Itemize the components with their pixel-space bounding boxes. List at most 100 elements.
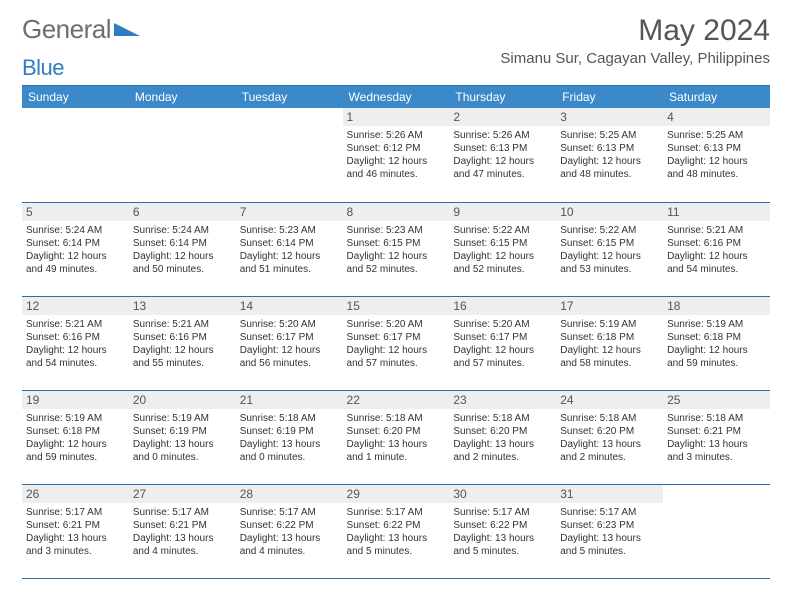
day-cell: 26 Sunrise: 5:17 AMSunset: 6:21 PMDayligh…	[22, 484, 129, 578]
weekday-header: Friday	[556, 86, 663, 109]
day-number: 19	[22, 391, 129, 409]
location-subtitle: Simanu Sur, Cagayan Valley, Philippines	[500, 50, 770, 67]
day-number: 11	[663, 203, 770, 221]
day-cell: 13 Sunrise: 5:21 AMSunset: 6:16 PMDayligh…	[129, 296, 236, 390]
day-details: Sunrise: 5:24 AMSunset: 6:14 PMDaylight:…	[133, 224, 232, 276]
day-cell: 11Sunrise: 5:21 AMSunset: 6:16 PMDayligh…	[663, 202, 770, 296]
day-details: Sunrise: 5:23 AMSunset: 6:14 PMDaylight:…	[240, 224, 339, 276]
weekday-header: Tuesday	[236, 86, 343, 109]
day-details: Sunrise: 5:23 AMSunset: 6:15 PMDaylight:…	[347, 224, 446, 276]
day-number: 5	[22, 203, 129, 221]
day-details: Sunrise: 5:17 AMSunset: 6:22 PMDaylight:…	[240, 506, 339, 558]
day-details: Sunrise: 5:24 AMSunset: 6:14 PMDaylight:…	[26, 224, 125, 276]
day-cell: 1 Sunrise: 5:26 AMSunset: 6:12 PMDaylight…	[343, 108, 450, 202]
brand-logo: General Blue	[22, 14, 140, 81]
weekday-header: Wednesday	[343, 86, 450, 109]
day-details: Sunrise: 5:20 AMSunset: 6:17 PMDaylight:…	[240, 318, 339, 370]
day-number: 26	[22, 485, 129, 503]
day-cell: 5 Sunrise: 5:24 AMSunset: 6:14 PMDaylight…	[22, 202, 129, 296]
day-number: 25	[663, 391, 770, 409]
day-cell: 25 Sunrise: 5:18 AMSunset: 6:21 PMDayligh…	[663, 390, 770, 484]
weekday-header: Sunday	[22, 86, 129, 109]
day-number: 3	[556, 108, 663, 126]
day-cell: 4 Sunrise: 5:25 AMSunset: 6:13 PMDaylight…	[663, 108, 770, 202]
day-cell: 29 Sunrise: 5:17 AMSunset: 6:22 PMDayligh…	[343, 484, 450, 578]
day-cell: 21Sunrise: 5:18 AMSunset: 6:19 PMDayligh…	[236, 390, 343, 484]
day-number: 22	[343, 391, 450, 409]
day-cell: 20 Sunrise: 5:19 AMSunset: 6:19 PMDayligh…	[129, 390, 236, 484]
weekday-header: Monday	[129, 86, 236, 109]
day-number: 18	[663, 297, 770, 315]
day-number: 31	[556, 485, 663, 503]
day-details: Sunrise: 5:22 AMSunset: 6:15 PMDaylight:…	[453, 224, 552, 276]
day-number: 28	[236, 485, 343, 503]
day-details: Sunrise: 5:25 AMSunset: 6:13 PMDaylight:…	[560, 129, 659, 181]
day-number: 6	[129, 203, 236, 221]
day-number: 13	[129, 297, 236, 315]
day-cell: 31 Sunrise: 5:17 AMSunset: 6:23 PMDayligh…	[556, 484, 663, 578]
day-number: 16	[449, 297, 556, 315]
day-number: 2	[449, 108, 556, 126]
day-details: Sunrise: 5:17 AMSunset: 6:23 PMDaylight:…	[560, 506, 659, 558]
day-details: Sunrise: 5:17 AMSunset: 6:21 PMDaylight:…	[133, 506, 232, 558]
day-details: Sunrise: 5:21 AMSunset: 6:16 PMDaylight:…	[133, 318, 232, 370]
day-cell: 10 Sunrise: 5:22 AMSunset: 6:15 PMDayligh…	[556, 202, 663, 296]
logo-triangle-icon	[114, 23, 140, 36]
day-number: 20	[129, 391, 236, 409]
day-cell	[663, 484, 770, 578]
day-details: Sunrise: 5:18 AMSunset: 6:20 PMDaylight:…	[453, 412, 552, 464]
logo-text-general: General	[22, 14, 111, 44]
day-number: 24	[556, 391, 663, 409]
day-number: 9	[449, 203, 556, 221]
day-details: Sunrise: 5:26 AMSunset: 6:12 PMDaylight:…	[347, 129, 446, 181]
day-cell: 16 Sunrise: 5:20 AMSunset: 6:17 PMDayligh…	[449, 296, 556, 390]
logo-text-blue: Blue	[22, 55, 64, 80]
day-cell: 9 Sunrise: 5:22 AMSunset: 6:15 PMDaylight…	[449, 202, 556, 296]
day-details: Sunrise: 5:18 AMSunset: 6:20 PMDaylight:…	[560, 412, 659, 464]
day-cell: 6 Sunrise: 5:24 AMSunset: 6:14 PMDaylight…	[129, 202, 236, 296]
day-details: Sunrise: 5:17 AMSunset: 6:22 PMDaylight:…	[347, 506, 446, 558]
day-cell: 30Sunrise: 5:17 AMSunset: 6:22 PMDayligh…	[449, 484, 556, 578]
day-number: 1	[343, 108, 450, 126]
weekday-header: Saturday	[663, 86, 770, 109]
day-number: 4	[663, 108, 770, 126]
day-details: Sunrise: 5:20 AMSunset: 6:17 PMDaylight:…	[347, 318, 446, 370]
day-details: Sunrise: 5:18 AMSunset: 6:21 PMDaylight:…	[667, 412, 766, 464]
day-cell: 14 Sunrise: 5:20 AMSunset: 6:17 PMDayligh…	[236, 296, 343, 390]
page-title: May 2024	[500, 14, 770, 48]
day-details: Sunrise: 5:22 AMSunset: 6:15 PMDaylight:…	[560, 224, 659, 276]
day-number: 12	[22, 297, 129, 315]
day-details: Sunrise: 5:20 AMSunset: 6:17 PMDaylight:…	[453, 318, 552, 370]
day-cell: 22 Sunrise: 5:18 AMSunset: 6:20 PMDayligh…	[343, 390, 450, 484]
day-cell	[129, 108, 236, 202]
day-number: 27	[129, 485, 236, 503]
day-cell: 2Sunrise: 5:26 AMSunset: 6:13 PMDaylight…	[449, 108, 556, 202]
day-details: Sunrise: 5:19 AMSunset: 6:18 PMDaylight:…	[560, 318, 659, 370]
day-details: Sunrise: 5:21 AMSunset: 6:16 PMDaylight:…	[26, 318, 125, 370]
day-number: 29	[343, 485, 450, 503]
day-number: 17	[556, 297, 663, 315]
day-cell: 28 Sunrise: 5:17 AMSunset: 6:22 PMDayligh…	[236, 484, 343, 578]
day-cell: 19 Sunrise: 5:19 AMSunset: 6:18 PMDayligh…	[22, 390, 129, 484]
day-number: 14	[236, 297, 343, 315]
day-number: 8	[343, 203, 450, 221]
day-cell: 3 Sunrise: 5:25 AMSunset: 6:13 PMDaylight…	[556, 108, 663, 202]
day-number: 15	[343, 297, 450, 315]
day-cell	[22, 108, 129, 202]
day-cell: 23 Sunrise: 5:18 AMSunset: 6:20 PMDayligh…	[449, 390, 556, 484]
day-number: 30	[449, 485, 556, 503]
day-details: Sunrise: 5:19 AMSunset: 6:18 PMDaylight:…	[26, 412, 125, 464]
day-cell: 12 Sunrise: 5:21 AMSunset: 6:16 PMDayligh…	[22, 296, 129, 390]
day-details: Sunrise: 5:18 AMSunset: 6:20 PMDaylight:…	[347, 412, 446, 464]
day-details: Sunrise: 5:17 AMSunset: 6:21 PMDaylight:…	[26, 506, 125, 558]
day-number: 21	[236, 391, 343, 409]
day-number: 10	[556, 203, 663, 221]
day-cell: 17 Sunrise: 5:19 AMSunset: 6:18 PMDayligh…	[556, 296, 663, 390]
day-details: Sunrise: 5:19 AMSunset: 6:19 PMDaylight:…	[133, 412, 232, 464]
day-number: 7	[236, 203, 343, 221]
day-cell: 18Sunrise: 5:19 AMSunset: 6:18 PMDayligh…	[663, 296, 770, 390]
day-number: 23	[449, 391, 556, 409]
weekday-header: Thursday	[449, 86, 556, 109]
day-details: Sunrise: 5:25 AMSunset: 6:13 PMDaylight:…	[667, 129, 766, 181]
day-cell: 15 Sunrise: 5:20 AMSunset: 6:17 PMDayligh…	[343, 296, 450, 390]
